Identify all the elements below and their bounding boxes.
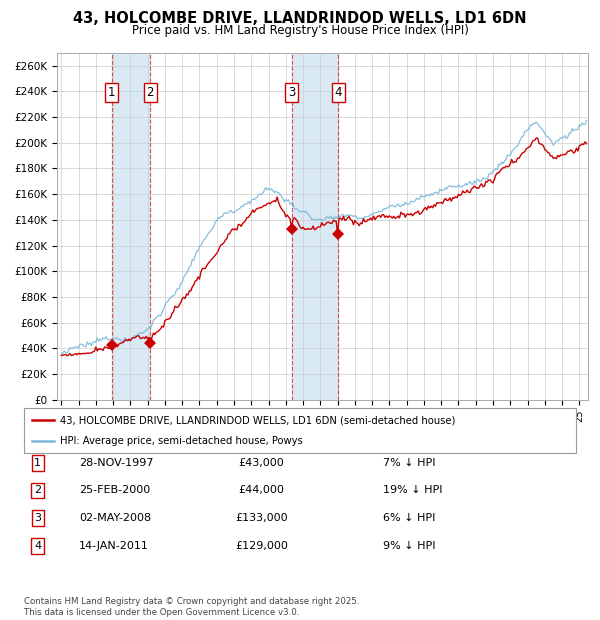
Text: 2: 2	[146, 86, 154, 99]
Text: 02-MAY-2008: 02-MAY-2008	[79, 513, 151, 523]
Text: 6% ↓ HPI: 6% ↓ HPI	[383, 513, 435, 523]
Text: 2: 2	[34, 485, 41, 495]
Text: 25-FEB-2000: 25-FEB-2000	[79, 485, 151, 495]
Text: Price paid vs. HM Land Registry's House Price Index (HPI): Price paid vs. HM Land Registry's House …	[131, 24, 469, 37]
Text: £44,000: £44,000	[238, 485, 284, 495]
FancyBboxPatch shape	[24, 408, 576, 453]
Text: HPI: Average price, semi-detached house, Powys: HPI: Average price, semi-detached house,…	[60, 435, 302, 446]
Text: £129,000: £129,000	[235, 541, 288, 551]
Bar	[292, 53, 338, 400]
Text: 4: 4	[34, 541, 41, 551]
Text: 1: 1	[34, 458, 41, 467]
Text: 1: 1	[108, 86, 115, 99]
Text: 43, HOLCOMBE DRIVE, LLANDRINDOD WELLS, LD1 6DN (semi-detached house): 43, HOLCOMBE DRIVE, LLANDRINDOD WELLS, L…	[60, 415, 455, 425]
Text: 7% ↓ HPI: 7% ↓ HPI	[383, 458, 436, 467]
Text: 3: 3	[288, 86, 295, 99]
Bar	[112, 53, 150, 400]
Text: £133,000: £133,000	[235, 513, 287, 523]
Text: £43,000: £43,000	[238, 458, 284, 467]
Text: 9% ↓ HPI: 9% ↓ HPI	[383, 541, 436, 551]
Text: 43, HOLCOMBE DRIVE, LLANDRINDOD WELLS, LD1 6DN: 43, HOLCOMBE DRIVE, LLANDRINDOD WELLS, L…	[73, 11, 527, 26]
Text: 28-NOV-1997: 28-NOV-1997	[79, 458, 154, 467]
Text: 19% ↓ HPI: 19% ↓ HPI	[383, 485, 442, 495]
Text: 3: 3	[34, 513, 41, 523]
Text: 14-JAN-2011: 14-JAN-2011	[79, 541, 149, 551]
Text: 4: 4	[335, 86, 342, 99]
Text: Contains HM Land Registry data © Crown copyright and database right 2025.
This d: Contains HM Land Registry data © Crown c…	[24, 598, 359, 617]
